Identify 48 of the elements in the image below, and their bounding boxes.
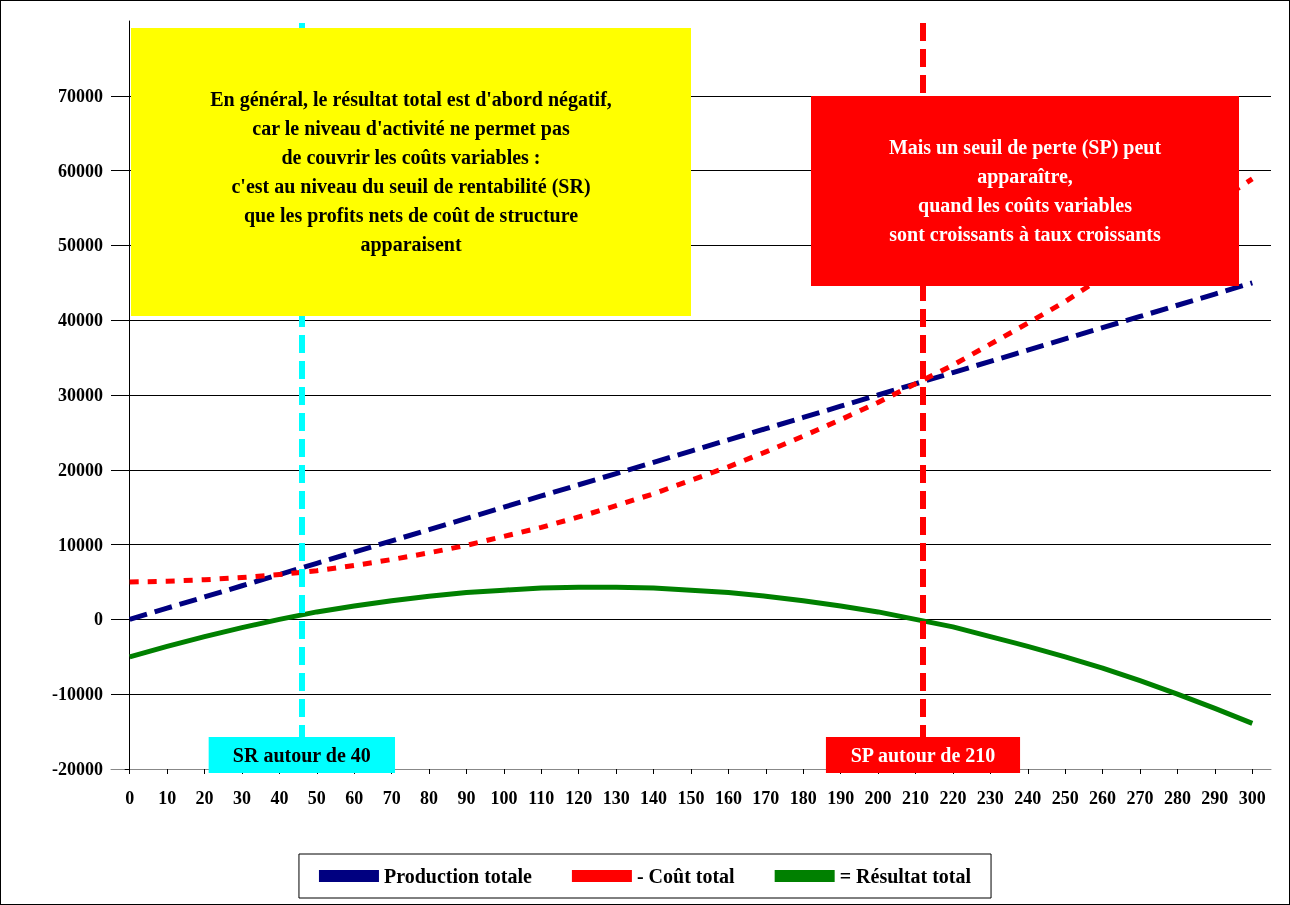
- x-tick-label: 250: [1051, 788, 1079, 808]
- ref-line-label: SR autour de 40: [232, 744, 371, 766]
- y-tick-label: 70000: [58, 85, 103, 106]
- x-tick-label: 20: [195, 788, 214, 808]
- x-tick-label: 60: [345, 788, 364, 808]
- x-tick-label: 200: [864, 788, 892, 808]
- x-tick-label: 10: [158, 788, 177, 808]
- y-tick-label: -20000: [52, 759, 103, 779]
- x-tick-label: 290: [1201, 788, 1229, 808]
- x-tick-label: 260: [1089, 788, 1117, 808]
- x-tick-label: 220: [939, 788, 967, 808]
- legend-label: = Résultat total: [839, 865, 972, 887]
- y-tick-label: 30000: [58, 385, 103, 405]
- x-tick-label: 50: [307, 788, 326, 808]
- x-tick-label: 110: [528, 788, 555, 808]
- x-tick-label: 150: [677, 788, 705, 808]
- legend-label: - Coût total: [636, 865, 736, 887]
- y-tick-label: 40000: [58, 310, 103, 331]
- text-box: Mais un seuil de perte (SP) peut apparaître, quand les coûts variables sont croissants à taux croissants: [811, 96, 1239, 286]
- ref-line-label: SP autour de 210: [850, 744, 996, 766]
- y-tick-label: 60000: [58, 160, 103, 181]
- x-tick-label: 230: [976, 788, 1004, 808]
- x-tick-label: 190: [827, 788, 855, 808]
- y-tick-label: 50000: [58, 235, 103, 256]
- x-tick-label: 80: [420, 788, 439, 808]
- x-tick-label: 240: [1014, 788, 1042, 808]
- x-tick-label: 130: [602, 788, 630, 808]
- x-tick-label: 90: [457, 788, 476, 808]
- x-tick-label: 0: [125, 788, 135, 808]
- x-tick-label: 70: [382, 788, 401, 808]
- x-tick-label: 280: [1163, 788, 1191, 808]
- y-tick-label: -10000: [52, 684, 103, 705]
- text-box: En général, le résultat total est d'abord négatif, car le niveau d'activité ne permet pas de couvrir les coûts variables : c'est au niveau du seuil de rentabilité (SR) que les profits nets de coût de structure apparaisent: [131, 28, 691, 316]
- x-tick-label: 120: [565, 788, 593, 808]
- y-tick-label: 10000: [58, 534, 103, 555]
- x-tick-label: 180: [789, 788, 817, 808]
- x-tick-label: 300: [1238, 788, 1266, 808]
- y-tick-label: 20000: [58, 459, 103, 480]
- x-tick-label: 210: [902, 788, 930, 808]
- x-tick-label: 270: [1126, 788, 1154, 808]
- x-tick-label: 40: [270, 788, 289, 808]
- x-tick-label: 140: [640, 788, 668, 808]
- legend-label: Production totale: [383, 865, 533, 887]
- x-tick-label: 100: [490, 788, 518, 808]
- x-tick-label: 170: [752, 788, 780, 808]
- x-tick-label: 160: [714, 788, 742, 808]
- x-tick-label: 30: [232, 788, 251, 808]
- y-tick-label: 0: [94, 609, 103, 630]
